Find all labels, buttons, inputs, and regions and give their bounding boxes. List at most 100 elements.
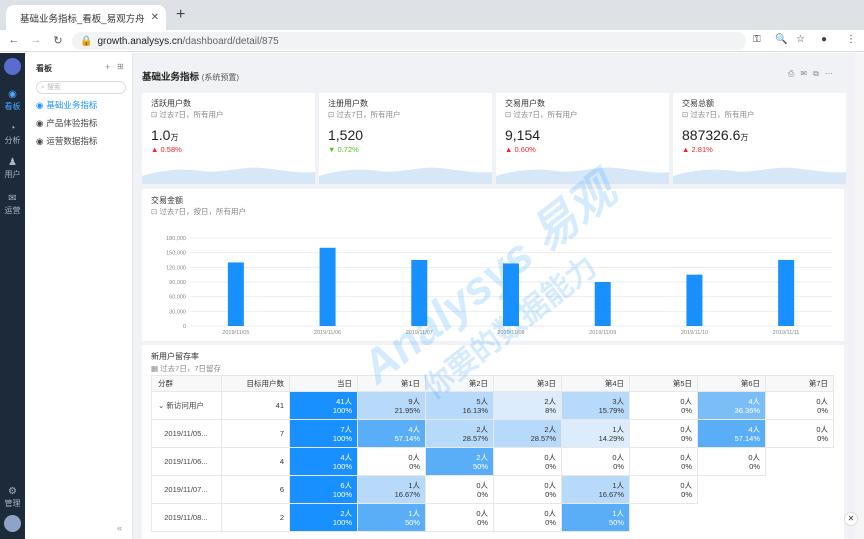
retention-cell — [765, 475, 834, 504]
grid-view-icon[interactable]: ⊞ — [117, 62, 124, 71]
bar[interactable] — [686, 274, 703, 326]
kpi-subtitle: ⊡ 过去7日，所有用户 — [151, 110, 224, 119]
nav-admin[interactable]: ⚙ 管理 — [0, 486, 25, 509]
transaction-amount-card: 交易金额 ⊡ 过去7日，按日，所有用户 180,000 150,000 120,00… — [142, 189, 844, 341]
add-dashboard-icon[interactable]: + — [105, 62, 111, 72]
retention-cell: 5人 16.13% — [425, 391, 494, 420]
nav-operations[interactable]: ✉ 运营 — [0, 193, 25, 216]
profile-icon[interactable]: ● — [821, 34, 828, 45]
retention-cell: 4人 57.14% — [357, 419, 426, 448]
reload-icon[interactable]: ↻ — [53, 35, 63, 47]
y-tick-label: 90,000 — [169, 280, 186, 286]
retention-cell: 0人 0% — [493, 503, 562, 532]
retention-cell: 2人 8% — [493, 391, 562, 420]
kpi-card: 注册用户数 ⊡ 过去7日，所有用户 1,520 ▼ 0.72% — [319, 93, 492, 184]
table-row[interactable]: ⌄ 新访问用户 41 41人 100% 9人 21.95% 5人 16.13% 2人 8% 3人 15… — [151, 391, 834, 420]
table-row[interactable]: 2019/11/08... 2 2人 100% 1人 50% 0人 0% 0人 0% 1人 50% — [151, 503, 834, 532]
browser-tab-strip: 基础业务指标_看板_易观方舟 ✕ + — [0, 0, 864, 30]
kpi-sparkline — [142, 167, 315, 184]
bar[interactable] — [594, 282, 611, 326]
sidebar-item-product-metrics[interactable]: ◉ 产品体验指标 — [36, 117, 98, 129]
more-icon[interactable]: ⋯ — [824, 69, 839, 78]
kpi-title: 活跃用户数 — [151, 99, 191, 108]
retention-cell: 0人 0% — [629, 391, 698, 420]
kpi-title: 交易总额 — [682, 99, 714, 108]
kpi-card: 交易用户数 ⊡ 过去7日，所有用户 9,154 ▲ 0.60% — [496, 93, 669, 184]
retention-cell: 0人 0% — [357, 447, 426, 476]
app-logo[interactable] — [4, 58, 21, 75]
menu-icon[interactable]: ⋮ — [846, 34, 856, 45]
retention-cell: 1人 50% — [561, 503, 630, 532]
table-header: 第4日 — [561, 375, 630, 392]
close-icon[interactable]: ✕ — [844, 512, 858, 526]
retention-cell: 1人 16.67% — [357, 475, 426, 504]
x-tick-label: 2019/11/11 — [773, 330, 800, 336]
x-tick-label: 2019/11/09 — [589, 330, 616, 336]
target-count: 2 — [221, 503, 290, 532]
chevron-down-icon[interactable]: ⌄ — [158, 401, 165, 410]
kpi-subtitle: ⊡ 过去7日，所有用户 — [328, 110, 401, 119]
forward-icon[interactable]: → — [30, 34, 42, 46]
chart-title: 交易金额 — [151, 196, 183, 205]
sidebar-item-basic-metrics[interactable]: ◉ 基础业务指标 — [36, 99, 98, 111]
nav-users[interactable]: ♟ 用户 — [0, 157, 25, 180]
dashboard-sidebar: 看板 + ⊞ ⌕ 搜索 ◉ 基础业务指标 ◉ 产品体验指标 ◉ 运营数据指标 « — [25, 53, 133, 539]
export-icon[interactable]: ⎙ — [788, 69, 801, 78]
bar[interactable] — [319, 247, 336, 326]
arrow-up-icon: ▲ — [505, 145, 513, 154]
zoom-icon[interactable]: 🔍 — [775, 34, 788, 45]
dashboard-icon: ◉ — [36, 135, 44, 146]
key-icon[interactable]: ⚿ — [753, 34, 761, 45]
mail-icon[interactable]: ✉ — [800, 69, 814, 78]
cohort-label: 2019/11/08... — [151, 503, 222, 532]
table-header: 第7日 — [765, 375, 834, 392]
bar-chart: 180,000 150,000 120,000 90,000 60,000 30,000 0… — [166, 236, 832, 336]
nav-analysis[interactable]: ◔ 分析 — [0, 123, 25, 146]
scrollbar[interactable] — [855, 53, 864, 539]
search-input[interactable]: ⌕ 搜索 — [36, 81, 126, 94]
retention-cell: 4人 36.36% — [697, 391, 766, 420]
target-count: 41 — [221, 391, 290, 420]
retention-title: 新用户留存率 — [151, 352, 199, 361]
table-row[interactable]: 2019/11/07... 6 6人 100% 1人 16.67% 0人 0% 0人 0% 1人 16… — [151, 475, 834, 504]
app-root: ◉ 看板 ◔ 分析 ♟ 用户 ✉ 运营 ⚙ 管理 看板 + ⊞ ⌕ 搜索 ◉ 基础… — [0, 53, 864, 539]
sidebar-title: 看板 — [36, 64, 52, 73]
new-tab-button[interactable]: + — [176, 6, 186, 23]
avatar[interactable] — [4, 515, 21, 532]
back-icon[interactable]: ← — [8, 34, 20, 46]
collapse-sidebar-icon[interactable]: « — [117, 523, 123, 533]
table-header: 第2日 — [425, 375, 494, 392]
browser-tab[interactable]: 基础业务指标_看板_易观方舟 ✕ — [6, 5, 166, 30]
kpi-value: 887326.6万 — [682, 127, 749, 143]
cohort-label: 2019/11/05... — [151, 419, 222, 448]
star-icon[interactable]: ☆ — [796, 34, 805, 45]
x-tick-label: 2019/11/06 — [314, 330, 341, 336]
x-tick-label: 2019/11/07 — [406, 330, 433, 336]
mail-icon: ✉ — [8, 193, 17, 204]
kpi-subtitle: ⊡ 过去7日，所有用户 — [505, 110, 578, 119]
nav-dashboard[interactable]: ◉ 看板 — [0, 89, 25, 112]
filter-icon: ⊡ — [682, 110, 689, 119]
table-row[interactable]: 2019/11/05... 7 7人 100% 4人 57.14% 2人 28.57% 2人 28… — [151, 419, 834, 448]
kpi-subtitle: ⊡ 过去7日，所有用户 — [682, 110, 755, 119]
retention-cell: 0人 0% — [425, 503, 494, 532]
target-count: 7 — [221, 419, 290, 448]
retention-cell: 3人 15.79% — [561, 391, 630, 420]
table-row[interactable]: 2019/11/06... 4 4人 100% 0人 0% 2人 50% 0人 0% 0人 0% 0人 0… — [151, 447, 834, 476]
retention-card: 新用户留存率 ▦ 过去7日，7日留存 分群 目标用户数 当日 第1日 第2日 第3日 第4日… — [142, 345, 844, 539]
y-tick-label: 0 — [183, 324, 186, 330]
x-tick-label: 2019/11/08 — [497, 330, 524, 336]
table-header: 第3日 — [493, 375, 562, 392]
cohort-label[interactable]: ⌄ 新访问用户 — [151, 391, 222, 420]
bar[interactable] — [778, 260, 795, 326]
sidebar-item-ops-metrics[interactable]: ◉ 运营数据指标 — [36, 135, 98, 147]
kpi-change: ▲ 2.81% — [682, 145, 713, 154]
tab-close-icon[interactable]: ✕ — [150, 12, 159, 23]
retention-cell: 0人 0% — [765, 419, 834, 448]
bar[interactable] — [411, 260, 428, 326]
bar[interactable] — [227, 262, 244, 326]
bar[interactable] — [503, 263, 519, 326]
url-path: /dashboard/detail/875 — [182, 35, 279, 47]
url-bar[interactable]: 🔒 growth.analysys.cn/dashboard/detail/87… — [72, 32, 746, 50]
copy-icon[interactable]: ⧉ — [813, 69, 825, 78]
